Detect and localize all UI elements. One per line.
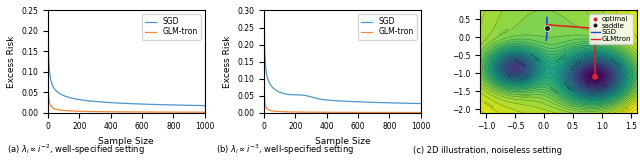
GLM-tron — [108, 111, 115, 113]
SGD — [417, 103, 424, 104]
SGD — [152, 104, 159, 105]
Text: 0.172: 0.172 — [626, 13, 633, 25]
Legend: optimal, saddle, SGD, GLMtron: optimal, saddle, SGD, GLMtron — [589, 14, 634, 44]
Text: (c) 2D illustration, noiseless setting: (c) 2D illustration, noiseless setting — [413, 146, 562, 155]
GLM-tron — [44, 67, 52, 69]
Text: -0.216: -0.216 — [571, 60, 584, 72]
GLM-tron — [383, 111, 390, 113]
GLM-tron — [113, 111, 121, 113]
Text: 0.172: 0.172 — [482, 100, 493, 110]
X-axis label: Sample Size: Sample Size — [315, 137, 370, 146]
GLM-tron — [166, 111, 174, 113]
SGD — [383, 102, 390, 104]
Legend: SGD, GLM-tron: SGD, GLM-tron — [358, 14, 417, 40]
SGD — [201, 105, 209, 107]
Text: -0.087: -0.087 — [528, 53, 541, 64]
Text: -0.216: -0.216 — [500, 66, 511, 79]
Text: -0.022: -0.022 — [556, 54, 569, 64]
Text: -0.087: -0.087 — [561, 81, 572, 94]
Text: -0.152: -0.152 — [520, 72, 534, 82]
GLM-tron — [201, 111, 209, 113]
Text: 0.042: 0.042 — [547, 87, 559, 96]
GLM-tron — [368, 111, 376, 113]
SGD — [260, 9, 268, 11]
Line: SGD: SGD — [48, 14, 205, 106]
Text: (a) $\lambda_i \propto i^{-2}$, well-specified setting: (a) $\lambda_i \propto i^{-2}$, well-spe… — [6, 142, 145, 157]
Text: -0.281: -0.281 — [513, 59, 526, 70]
Text: -0.152: -0.152 — [608, 58, 621, 69]
Y-axis label: Excess Risk: Excess Risk — [7, 35, 16, 88]
Text: 0.107: 0.107 — [520, 95, 532, 99]
Line: GLM-tron: GLM-tron — [48, 68, 205, 112]
Legend: SGD, GLM-tron: SGD, GLM-tron — [142, 14, 201, 40]
Y-axis label: Excess Risk: Excess Risk — [223, 35, 232, 88]
Text: -0.281: -0.281 — [596, 83, 611, 91]
GLM-tron — [417, 112, 424, 114]
GLM-tron — [330, 111, 337, 113]
Text: (b) $\lambda_i \propto i^{-3}$, well-specified setting: (b) $\lambda_i \propto i^{-3}$, well-spe… — [216, 142, 354, 157]
GLM-tron — [60, 109, 68, 111]
GLM-tron — [385, 112, 393, 114]
GLM-tron — [152, 111, 159, 113]
Text: 0.172: 0.172 — [619, 106, 631, 115]
SGD — [108, 102, 115, 104]
Text: 0.107: 0.107 — [500, 28, 511, 37]
Line: SGD: SGD — [264, 10, 420, 104]
SGD — [60, 95, 68, 97]
SGD — [169, 104, 177, 106]
SGD — [276, 91, 284, 93]
GLM-tron — [324, 111, 332, 113]
Text: -0.346: -0.346 — [579, 75, 591, 88]
X-axis label: Sample Size: Sample Size — [99, 137, 154, 146]
GLM-tron — [276, 111, 284, 113]
SGD — [385, 102, 393, 104]
SGD — [113, 102, 121, 104]
Point — [542, 27, 552, 30]
SGD — [324, 99, 332, 101]
SGD — [166, 104, 174, 106]
SGD — [330, 100, 337, 102]
GLM-tron — [260, 76, 268, 78]
SGD — [44, 14, 52, 15]
Text: 0.107: 0.107 — [586, 28, 598, 35]
Line: GLM-tron: GLM-tron — [264, 77, 420, 113]
GLM-tron — [169, 111, 177, 113]
Point — [590, 76, 600, 78]
SGD — [368, 101, 376, 103]
